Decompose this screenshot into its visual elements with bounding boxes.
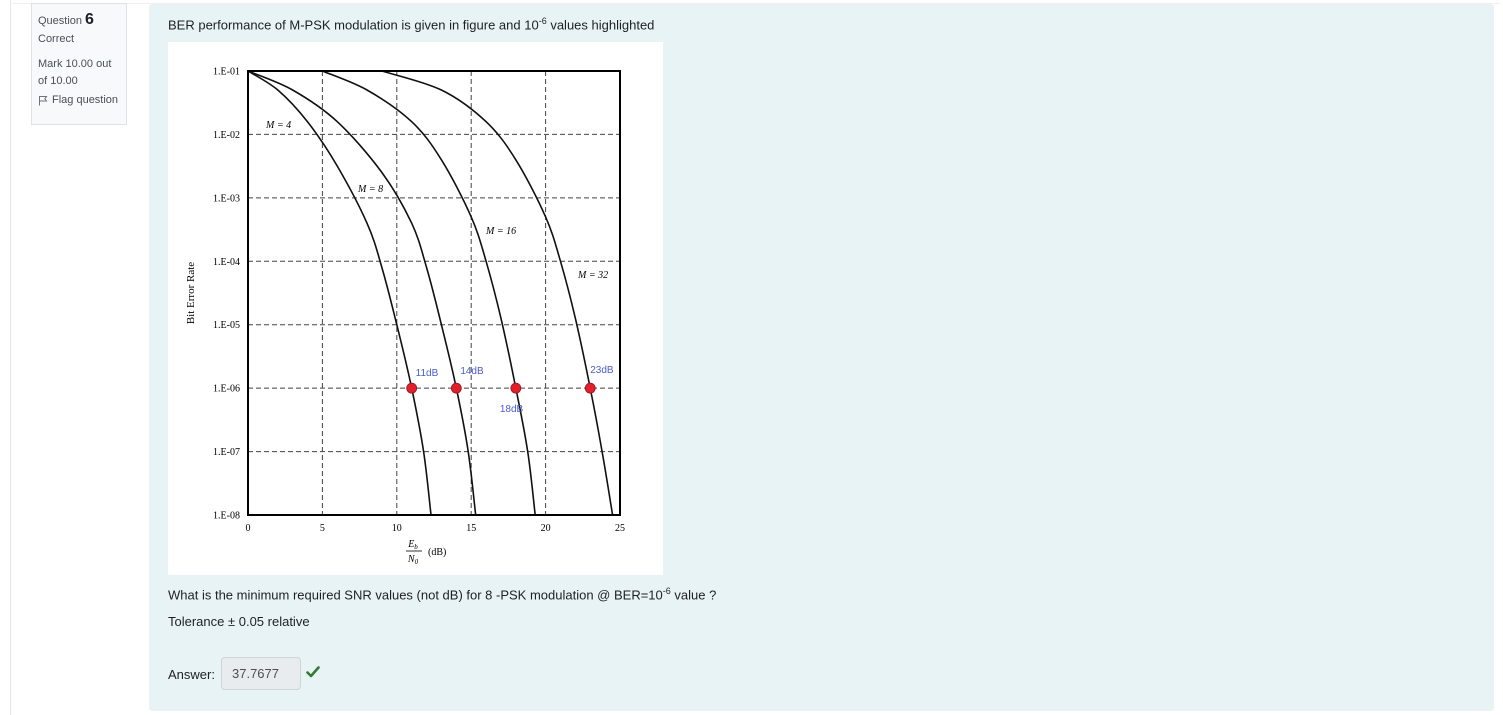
y-tick-label: 1.E-06 [213, 384, 240, 395]
x-tick-label: 25 [615, 523, 625, 534]
flag-question-link[interactable]: Flag question [38, 94, 120, 106]
highlight-markers: 11dB 14dB 18dB 23dB [406, 365, 614, 415]
question-number-value: 6 [85, 11, 94, 28]
question-content: BER performance of M-PSK modulation is g… [149, 4, 1494, 711]
question-prompt-exponent: -6 [662, 586, 671, 596]
ber-figure: 1.E-01 1.E-02 1.E-03 1.E-04 1.E-05 1.E-06 1.E-… [168, 42, 663, 575]
y-tick-label: 1.E-02 [213, 130, 240, 141]
series-label-background [576, 269, 613, 281]
series-label: M = 4 [265, 120, 291, 131]
question-prompt-part: value ? [670, 587, 717, 603]
y-tick-labels: 1.E-01 1.E-02 1.E-03 1.E-04 1.E-05 1.E-06 1.E-… [213, 67, 240, 522]
question-text-part: values highlighted [546, 17, 655, 33]
highlight-label: 18dB [500, 404, 524, 415]
svg-text:Eb: Eb [407, 539, 418, 551]
x-axis-label-unit: (dB) [428, 547, 446, 558]
question-info-panel: Question 6 Correct Mark 10.00 out of 10.… [31, 3, 127, 125]
x-tick-label: 15 [466, 523, 476, 534]
series-label-background [484, 225, 521, 237]
answer-input[interactable] [221, 657, 301, 690]
top-rule [10, 3, 1500, 4]
highlight-marker [510, 382, 522, 394]
highlight-label: 14dB [460, 366, 484, 377]
highlight-label: 23dB [590, 365, 614, 376]
x-axis-label-denominator-sub: 0 [415, 558, 419, 566]
ber-curve [247, 70, 432, 516]
y-tick-label: 1.E-04 [213, 257, 240, 268]
series-label: M = 16 [485, 226, 516, 237]
plot-frame [247, 70, 621, 516]
question-prompt-part: What is the minimum required SNR values … [168, 587, 663, 603]
question-label: Question [38, 15, 83, 27]
highlight-marker [450, 382, 462, 394]
ber-curve [381, 70, 614, 516]
series-label: M = 8 [357, 184, 383, 195]
highlight-marker [406, 382, 418, 394]
question-text: BER performance of M-PSK modulation is g… [168, 16, 654, 32]
left-rule [10, 0, 11, 715]
series-label-background [264, 119, 295, 131]
highlight-marker [584, 382, 596, 394]
ber-curve [247, 70, 477, 516]
x-axis-label-numerator: E [407, 539, 414, 550]
x-tick-label: 10 [392, 523, 402, 534]
ber-chart: 1.E-01 1.E-02 1.E-03 1.E-04 1.E-05 1.E-06 1.E-… [185, 67, 626, 567]
y-tick-label: 1.E-05 [213, 320, 240, 331]
x-tick-label: 20 [541, 523, 551, 534]
y-tick-label: 1.E-01 [213, 67, 240, 78]
svg-text:N0: N0 [407, 554, 419, 566]
question-text-part: BER performance of M-PSK modulation is g… [168, 17, 539, 33]
answer-label: Answer: [168, 667, 215, 682]
chart-grid [248, 71, 620, 515]
x-axis-label: Eb N0 (dB) [406, 539, 446, 566]
tolerance-text: Tolerance ± 0.05 relative [168, 614, 310, 629]
flag-question-label: Flag question [52, 94, 119, 106]
x-axis-label-numerator-sub: b [414, 543, 418, 551]
question-number: Question 6 [38, 11, 120, 29]
question-text-exponent: -6 [538, 16, 547, 26]
x-tick-label: 0 [246, 523, 251, 534]
y-tick-label: 1.E-08 [213, 511, 240, 522]
y-tick-label: 1.E-03 [213, 193, 240, 204]
x-tick-label: 5 [320, 523, 325, 534]
series-label-background [356, 183, 387, 195]
ber-curve [322, 70, 536, 516]
highlight-label: 11dB [416, 368, 439, 379]
question-prompt: What is the minimum required SNR values … [168, 586, 716, 602]
series-label: M = 32 [577, 270, 608, 281]
question-state: Correct [38, 33, 75, 45]
question-grade: Mark 10.00 out of 10.00 [38, 58, 112, 87]
series-labels: M = 4 M = 8 M = 16 M = 32 [264, 119, 613, 281]
flag-icon [39, 95, 48, 105]
x-axis-label-denominator: N [407, 554, 416, 565]
x-tick-labels: 0 5 10 15 20 25 [246, 523, 626, 534]
y-axis-label: Bit Error Rate [185, 262, 197, 324]
y-tick-label: 1.E-07 [213, 447, 240, 458]
correct-check-icon [306, 666, 320, 678]
chart-curves [247, 70, 614, 516]
